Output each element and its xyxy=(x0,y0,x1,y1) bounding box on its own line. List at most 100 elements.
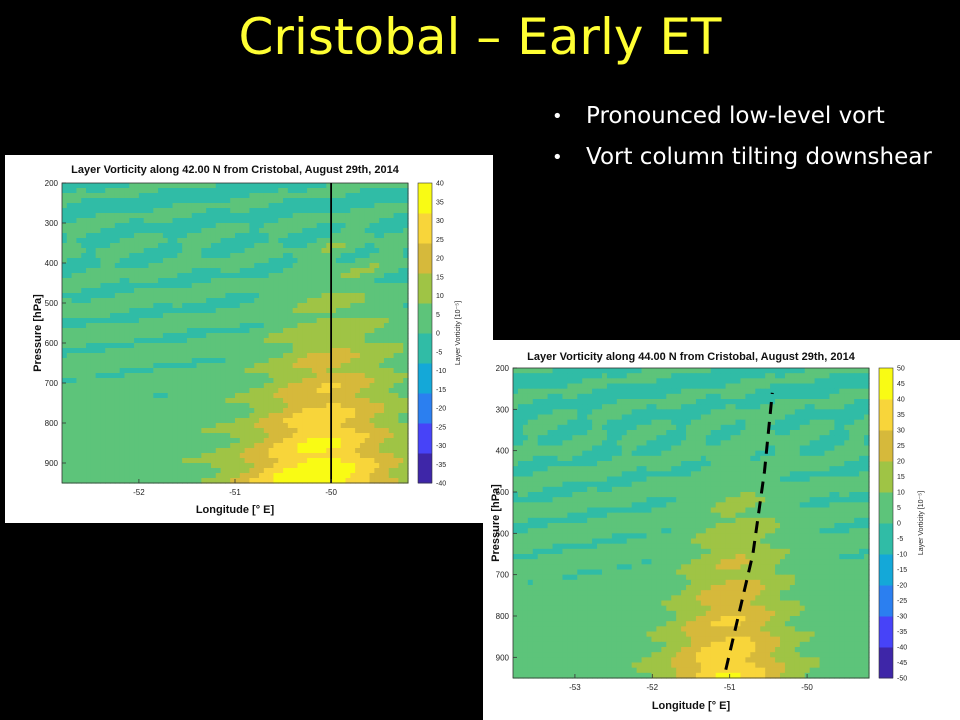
heatmap-cell xyxy=(513,368,519,374)
heatmap-cell xyxy=(364,283,371,289)
heatmap-cell xyxy=(254,303,260,309)
heatmap-cell xyxy=(388,468,395,474)
heatmap-cell xyxy=(86,368,92,374)
heatmap-cell xyxy=(393,318,399,324)
heatmap-cell xyxy=(138,183,145,189)
heatmap-cell xyxy=(393,438,399,444)
heatmap-cell xyxy=(225,193,231,199)
heatmap-cell xyxy=(552,399,559,405)
heatmap-cell xyxy=(321,423,327,429)
heatmap-cell xyxy=(326,298,332,304)
heatmap-cell xyxy=(287,193,294,199)
heatmap-cell xyxy=(182,278,188,284)
heatmap-cell xyxy=(335,283,342,289)
heatmap-cell xyxy=(364,238,371,244)
heatmap-cell xyxy=(249,453,255,459)
heatmap-cell xyxy=(316,388,323,394)
heatmap-cell xyxy=(676,383,682,390)
heatmap-cell xyxy=(316,278,323,284)
heatmap-cell xyxy=(167,378,174,384)
heatmap-cell xyxy=(364,268,371,274)
heatmap-cell xyxy=(220,258,226,264)
heatmap-cell xyxy=(249,433,255,439)
heatmap-cell xyxy=(129,183,135,189)
heatmap-cell xyxy=(522,388,529,395)
heatmap-cell xyxy=(307,308,313,314)
heatmap-cell xyxy=(388,283,395,289)
heatmap-cell xyxy=(210,278,217,284)
heatmap-cell xyxy=(215,293,222,299)
heatmap-cell xyxy=(95,298,102,304)
heatmap-cell xyxy=(138,223,145,229)
heatmap-cell xyxy=(86,443,92,449)
heatmap-cell xyxy=(167,328,174,334)
heatmap-cell xyxy=(849,383,855,390)
heatmap-cell xyxy=(383,458,390,464)
heatmap-cell xyxy=(268,423,275,429)
heatmap-cell xyxy=(158,378,164,384)
heatmap-cell xyxy=(225,438,231,444)
heatmap-cell xyxy=(196,233,202,239)
heatmap-cell xyxy=(100,453,106,459)
heatmap-cell xyxy=(302,423,308,429)
heatmap-cell xyxy=(369,473,375,479)
heatmap-cell xyxy=(302,278,308,284)
heatmap-cell xyxy=(259,403,265,409)
heatmap-cell xyxy=(383,418,390,424)
heatmap-cell xyxy=(235,323,241,329)
heatmap-cell xyxy=(153,448,159,454)
heatmap-cell xyxy=(297,238,303,244)
heatmap-cell xyxy=(239,223,246,229)
heatmap-cell xyxy=(235,468,241,474)
heatmap-cell xyxy=(244,228,251,234)
heatmap-cell xyxy=(90,273,97,279)
heatmap-cell xyxy=(105,478,111,484)
heatmap-cell xyxy=(182,288,188,294)
heatmap-cell xyxy=(398,248,404,254)
heatmap-cell xyxy=(90,193,97,199)
heatmap-cell xyxy=(374,448,380,454)
heatmap-cell xyxy=(81,328,87,334)
heatmap-cell xyxy=(134,258,140,264)
heatmap-cell xyxy=(86,278,92,284)
heatmap-cell xyxy=(66,463,73,469)
heatmap-cell xyxy=(326,193,332,199)
heatmap-cell xyxy=(326,378,332,384)
heatmap-cell xyxy=(765,399,771,405)
heatmap-cell xyxy=(740,383,746,390)
heatmap-cell xyxy=(557,409,564,416)
heatmap-cell xyxy=(148,183,154,189)
heatmap-cell xyxy=(705,393,712,400)
heatmap-cell xyxy=(182,253,188,259)
heatmap-cell xyxy=(326,453,332,459)
heatmap-cell xyxy=(66,403,73,409)
heatmap-cell xyxy=(124,443,130,449)
heatmap-cell xyxy=(369,268,375,274)
heatmap-cell xyxy=(105,188,111,194)
heatmap-cell xyxy=(249,218,255,224)
heatmap-cell xyxy=(177,278,183,284)
heatmap-cell xyxy=(263,238,270,244)
heatmap-cell xyxy=(215,303,222,309)
heatmap-cell xyxy=(369,348,375,354)
heatmap-cell xyxy=(196,188,202,194)
heatmap-cell xyxy=(369,238,375,244)
heatmap-cell xyxy=(316,268,323,274)
heatmap-cell xyxy=(105,423,111,429)
heatmap-cell xyxy=(340,318,347,324)
heatmap-cell xyxy=(302,188,308,194)
heatmap-cell xyxy=(311,183,318,189)
heatmap-cell xyxy=(225,333,231,339)
heatmap-cell xyxy=(359,218,366,224)
heatmap-cell xyxy=(90,363,97,369)
heatmap-cell xyxy=(162,463,169,469)
heatmap-cell xyxy=(153,293,159,299)
heatmap-cell xyxy=(849,368,855,374)
heatmap-cell xyxy=(254,208,260,214)
heatmap-cell xyxy=(283,343,289,349)
heatmap-cell xyxy=(114,278,121,284)
heatmap-cell xyxy=(210,313,217,319)
heatmap-cell xyxy=(331,198,337,204)
heatmap-cell xyxy=(671,368,677,374)
heatmap-cell xyxy=(201,188,207,194)
